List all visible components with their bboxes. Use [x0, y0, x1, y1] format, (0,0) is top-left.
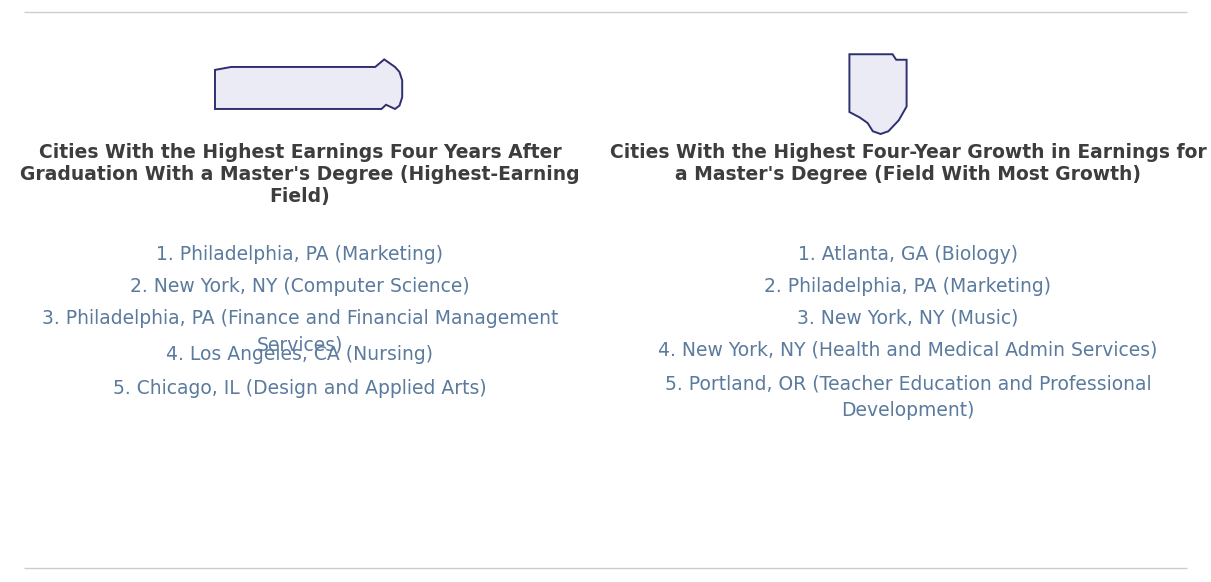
Text: Cities With the Highest Earnings Four Years After: Cities With the Highest Earnings Four Ye… — [39, 143, 562, 162]
Text: 5. Portland, OR (Teacher Education and Professional
Development): 5. Portland, OR (Teacher Education and P… — [665, 375, 1152, 421]
Text: 5. Chicago, IL (Design and Applied Arts): 5. Chicago, IL (Design and Applied Arts) — [113, 379, 487, 398]
Text: Cities With the Highest Four-Year Growth in Earnings for: Cities With the Highest Four-Year Growth… — [609, 143, 1206, 162]
Text: a Master's Degree (Field With Most Growth): a Master's Degree (Field With Most Growt… — [675, 165, 1141, 184]
Text: 2. Philadelphia, PA (Marketing): 2. Philadelphia, PA (Marketing) — [764, 277, 1051, 296]
Polygon shape — [216, 59, 402, 109]
Text: 4. Los Angeles, CA (Nursing): 4. Los Angeles, CA (Nursing) — [166, 345, 434, 364]
Text: 4. New York, NY (Health and Medical Admin Services): 4. New York, NY (Health and Medical Admi… — [659, 341, 1158, 360]
Text: 2. New York, NY (Computer Science): 2. New York, NY (Computer Science) — [131, 277, 470, 296]
Polygon shape — [849, 54, 907, 134]
Text: 1. Atlanta, GA (Biology): 1. Atlanta, GA (Biology) — [798, 245, 1018, 264]
Text: 1. Philadelphia, PA (Marketing): 1. Philadelphia, PA (Marketing) — [156, 245, 443, 264]
Text: Graduation With a Master's Degree (Highest-Earning: Graduation With a Master's Degree (Highe… — [21, 165, 580, 184]
Text: 3. New York, NY (Music): 3. New York, NY (Music) — [797, 309, 1018, 328]
Text: 3. Philadelphia, PA (Finance and Financial Management
Services): 3. Philadelphia, PA (Finance and Financi… — [42, 309, 558, 354]
Text: Field): Field) — [270, 187, 331, 206]
